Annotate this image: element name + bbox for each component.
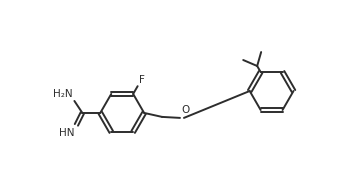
Text: F: F [139, 75, 145, 85]
Text: O: O [181, 105, 189, 115]
Text: HN: HN [59, 128, 74, 138]
Text: H₂N: H₂N [53, 89, 72, 99]
